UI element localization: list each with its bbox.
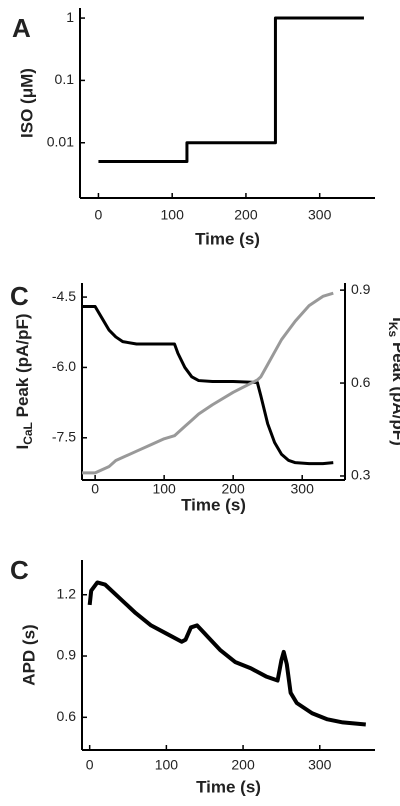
y-tick-label: 0.1 — [55, 71, 75, 87]
label-part: Peak (pA/pF) — [13, 313, 32, 422]
x-tick-label: 300 — [308, 757, 332, 773]
y-tick-label: -6.0 — [52, 358, 76, 374]
x-tick-label: 100 — [161, 207, 185, 223]
x-axis-label: Time (s) — [195, 229, 260, 248]
x-tick-label: 100 — [152, 481, 176, 497]
x-axis-label: Time (s) — [196, 777, 261, 796]
y2-tick-label: 0.9 — [351, 281, 371, 297]
y-axis-label: ISO (μM) — [17, 68, 36, 138]
data-line — [82, 304, 334, 466]
y2-tick-label: 0.3 — [351, 467, 371, 483]
x-tick-label: 0 — [86, 757, 94, 773]
x-tick-label: 0 — [91, 481, 99, 497]
x-tick-label: 100 — [155, 757, 179, 773]
label-part: I — [389, 317, 400, 322]
x-tick-label: 200 — [231, 757, 255, 773]
y-axis-label: APD (s) — [19, 624, 38, 685]
x-tick-label: 200 — [221, 481, 245, 497]
x-tick-label: 200 — [234, 207, 258, 223]
panel-label: C — [10, 555, 29, 585]
y-tick-label: 1 — [66, 9, 74, 25]
x-axis-label: Time (s) — [181, 495, 246, 514]
panel-label: C — [10, 281, 29, 311]
x-tick-label: 300 — [291, 481, 315, 497]
x-tick-label: 0 — [95, 207, 103, 223]
data-line — [82, 291, 334, 475]
y-axis-label: ICaL Peak (pA/pF) — [13, 313, 35, 449]
label-part: Peak (pA/pF) — [389, 337, 400, 446]
y-tick-label: -4.5 — [52, 288, 76, 304]
y-tick-label: 0.6 — [57, 708, 77, 724]
label-part: I — [13, 445, 32, 450]
subscript: Ks — [386, 322, 400, 338]
y-tick-label: 0.01 — [47, 133, 74, 149]
panel-label: A — [12, 13, 31, 43]
data-line — [98, 16, 364, 164]
y-tick-label: 0.9 — [57, 647, 77, 663]
y2-axis-label: IKs Peak (pA/pF) — [386, 317, 400, 446]
y2-tick-label: 0.6 — [351, 374, 371, 390]
y-tick-label: 1.2 — [57, 585, 77, 601]
subscript: CaL — [21, 422, 35, 445]
data-line — [87, 580, 366, 727]
y-tick-label: -7.5 — [52, 428, 76, 444]
x-tick-label: 300 — [308, 207, 332, 223]
